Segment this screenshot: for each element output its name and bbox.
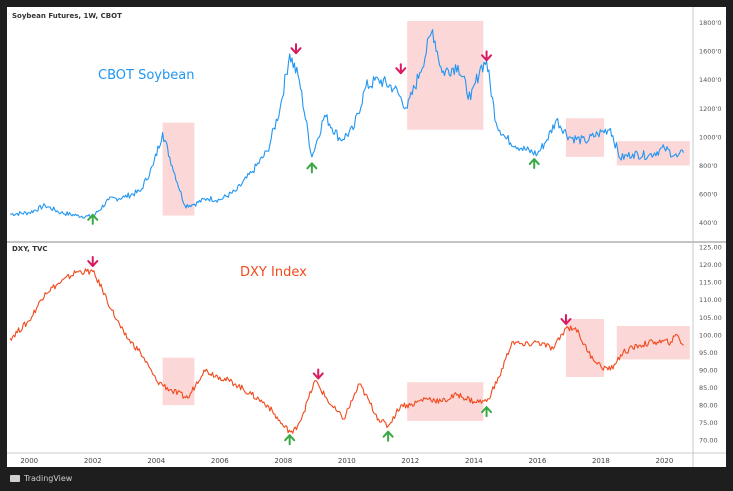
up-arrow-icon [87,213,99,225]
down-arrow-icon [395,63,407,75]
soybean-y-tick-label: 800'0 [699,162,717,170]
dxy-y-tick-label: 70.00 [699,437,718,445]
x-tick-label: 2018 [592,457,610,465]
dxy-y-tick-label: 125.00 [699,244,722,252]
dxy-series-label: DXY Index [240,265,307,280]
up-arrow-icon [284,434,296,446]
x-tick-label: 2002 [84,457,102,465]
soybean-y-tick-label: 600'0 [699,191,717,199]
dxy-highlight-box [162,357,195,406]
soybean-y-tick-label: 1000'0 [699,133,721,141]
dxy-series-line [9,268,684,434]
dxy-y-tick-label: 120.00 [699,261,722,269]
soybean-highlight-box [162,122,195,216]
x-tick-label: 2014 [465,457,483,465]
x-tick-label: 2000 [20,457,38,465]
up-arrow-icon [481,406,493,418]
dxy-y-tick-label: 100.00 [699,331,722,339]
x-tick-label: 2020 [656,457,674,465]
soybean-y-tick-label: 400'0 [699,219,717,227]
soybean-y-tick-label: 1200'0 [699,105,721,113]
up-arrow-icon [528,158,540,170]
down-arrow-icon [87,256,99,268]
soybean-highlight-box [407,21,484,130]
dxy-y-tick-label: 85.00 [699,384,718,392]
x-tick-label: 2016 [528,457,546,465]
down-arrow-icon [312,368,324,380]
soybean-pane-title: Soybean Futures, 1W, CBOT [12,12,122,20]
tradingview-brand-text: TradingView [24,474,73,483]
dxy-y-tick-label: 95.00 [699,349,718,357]
down-arrow-icon [290,43,302,55]
soybean-y-tick-label: 1400'0 [699,76,721,84]
up-arrow-icon [306,162,318,174]
dxy-highlight-box [565,319,605,377]
dxy-y-tick-label: 105.00 [699,314,722,322]
dxy-y-tick-label: 115.00 [699,279,722,287]
x-tick-label: 2008 [274,457,292,465]
dxy-y-tick-label: 80.00 [699,402,718,410]
soybean-series-label: CBOT Soybean [98,68,195,83]
dxy-y-tick-label: 75.00 [699,419,718,427]
x-tick-label: 2010 [338,457,356,465]
x-tick-label: 2006 [211,457,229,465]
down-arrow-icon [560,314,572,326]
soybean-y-tick-label: 1800'0 [699,19,721,27]
up-arrow-icon [382,430,394,442]
tradingview-logo: TradingView [10,474,72,483]
soybean-y-tick-label: 1600'0 [699,48,721,56]
dxy-y-tick-label: 90.00 [699,366,718,374]
soybean-series-line [10,29,684,219]
dxy-pane-title: DXY, TVC [12,245,48,253]
x-tick-label: 2012 [401,457,419,465]
tradingview-icon [10,475,20,482]
down-arrow-icon [481,50,493,62]
dxy-y-tick-label: 110.00 [699,296,722,304]
x-tick-label: 2004 [147,457,165,465]
